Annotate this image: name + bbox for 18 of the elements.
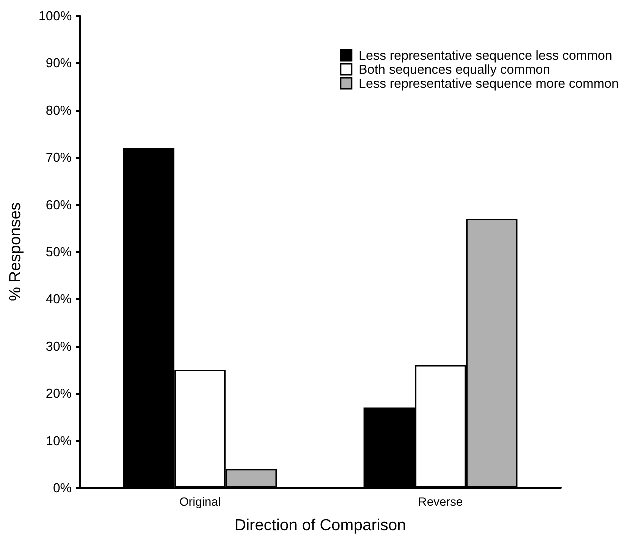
y-tick-label: 50% <box>46 244 72 260</box>
y-tick-label: 90% <box>46 56 72 71</box>
y-tick-label: 30% <box>46 338 72 354</box>
x-tick-label: Reverse <box>418 495 464 509</box>
y-tick-label: 0% <box>53 480 72 496</box>
x-tick-label: Original <box>180 495 221 509</box>
legend-label: Less representative sequence less common <box>358 48 613 63</box>
y-tick-label: 70% <box>46 150 72 166</box>
x-axis-title: Direction of Comparison <box>234 518 406 534</box>
y-tick-label: 40% <box>46 292 72 307</box>
y-tick-label: 20% <box>46 386 72 402</box>
legend-label: Both sequences equally common <box>358 62 550 77</box>
y-tick-label: 60% <box>46 197 72 212</box>
y-tick-label: 100% <box>38 8 72 24</box>
y-tick-label: 10% <box>46 433 72 448</box>
y-tick-label: 80% <box>46 102 72 118</box>
y-axis-title: % Responses <box>8 202 24 302</box>
legend-label: Less representative sequence more common <box>358 76 620 91</box>
